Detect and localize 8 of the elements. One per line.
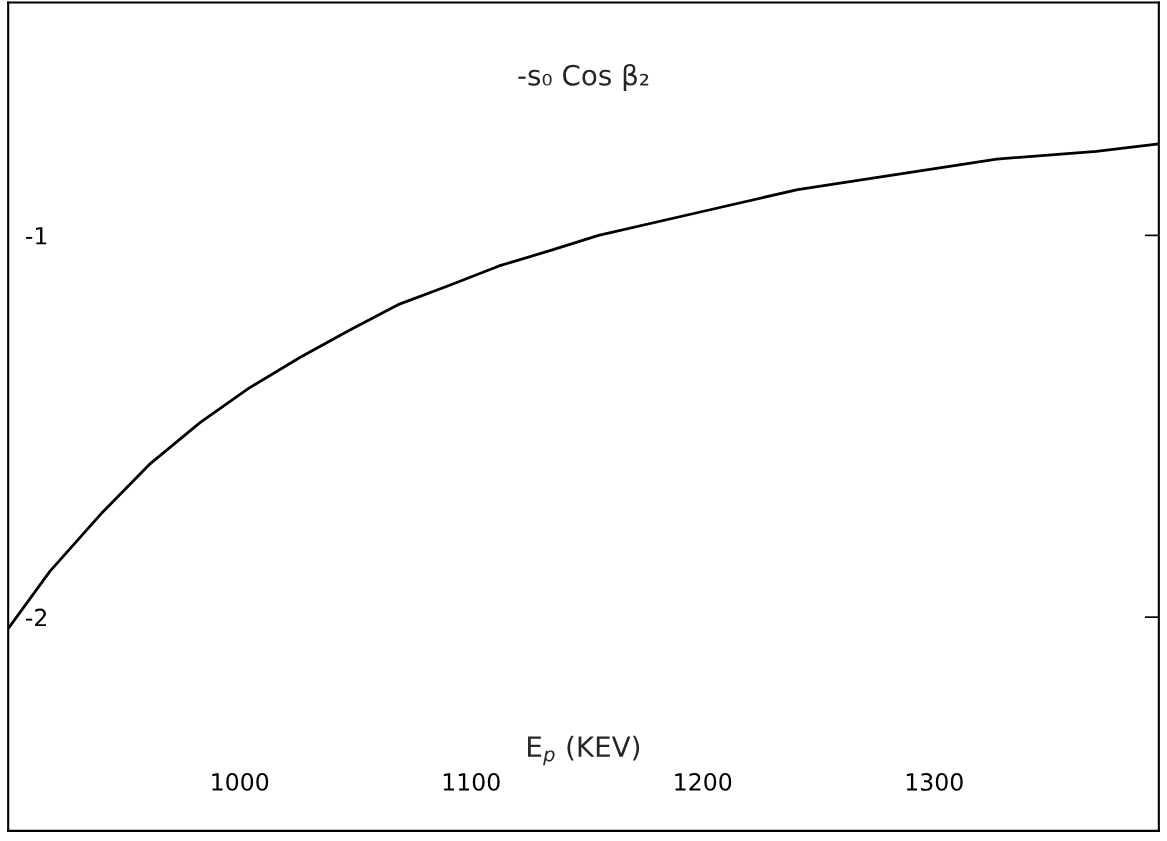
x-tick-label: 1100 [443, 772, 500, 791]
y-tick-label: -1 [25, 227, 47, 245]
y-tick-label: -2 [25, 608, 47, 627]
x-tick-label: 1000 [212, 772, 269, 791]
x-tick-label: 1300 [906, 772, 963, 791]
x-tick-label: 1200 [675, 772, 732, 791]
x-axis-title: E$_{p}$ (KEV) [528, 735, 640, 766]
text: -s₀ Cos β₂ [518, 64, 649, 92]
